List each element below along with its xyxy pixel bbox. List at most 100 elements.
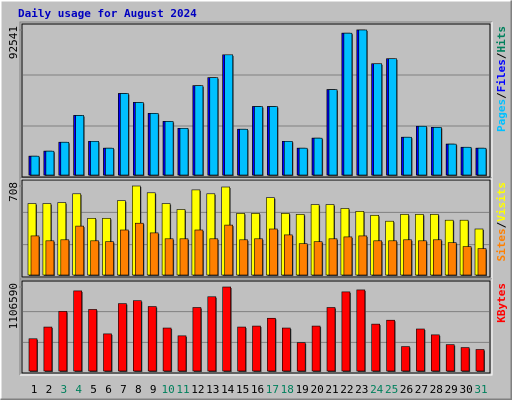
bar	[328, 89, 338, 176]
bar	[60, 239, 70, 276]
bar	[88, 309, 97, 372]
bar	[75, 115, 84, 176]
bar	[403, 136, 412, 176]
bar	[283, 141, 293, 176]
bar	[298, 243, 308, 276]
bar	[147, 306, 157, 372]
bar	[447, 242, 457, 276]
bar	[373, 63, 383, 176]
bar	[179, 128, 189, 176]
x-tick-label: 9	[150, 383, 157, 396]
bar	[105, 241, 114, 276]
bar	[445, 344, 455, 372]
bar	[341, 291, 351, 372]
legend-entry: Files	[495, 59, 508, 92]
bar	[283, 234, 293, 276]
bar	[371, 323, 381, 372]
x-tick-label: 18	[281, 383, 294, 396]
bar	[475, 349, 485, 372]
x-tick-label: 20	[310, 383, 323, 396]
x-tick-label: 26	[400, 383, 413, 396]
bar	[373, 240, 383, 276]
bar	[224, 224, 233, 276]
bar	[430, 334, 440, 372]
legend-entry: Pages	[495, 99, 508, 132]
bar	[267, 317, 276, 372]
x-tick-label: 31	[474, 383, 487, 396]
bar	[105, 147, 114, 176]
bar	[194, 229, 204, 276]
bar	[388, 58, 397, 176]
bar	[281, 327, 291, 372]
legend-separator: /	[495, 52, 508, 59]
bar	[254, 238, 263, 276]
legend: Pages/Files/Hits	[495, 26, 508, 132]
bar	[222, 286, 231, 372]
x-tick-label: 21	[325, 383, 338, 396]
bar	[162, 327, 172, 372]
bar	[120, 229, 129, 276]
x-tick-label: 7	[120, 383, 127, 396]
bar	[416, 328, 425, 372]
bar	[149, 113, 159, 176]
x-tick-label: 15	[236, 383, 249, 396]
bar	[477, 147, 487, 176]
bar	[386, 319, 395, 372]
bar	[447, 143, 457, 176]
x-tick-label: 1	[31, 383, 38, 396]
panel-bevel	[19, 177, 492, 279]
bar	[133, 300, 142, 372]
bar	[401, 346, 410, 372]
legend: KBytes	[495, 283, 508, 323]
x-tick-label: 27	[415, 383, 428, 396]
bar	[58, 311, 68, 372]
bar	[237, 326, 246, 372]
bar	[164, 238, 174, 276]
bar	[298, 147, 308, 176]
x-tick-label: 25	[385, 383, 398, 396]
panel-bevel	[20, 279, 493, 376]
x-tick-label: 19	[296, 383, 309, 396]
bar	[403, 239, 412, 276]
x-tick-label: 23	[355, 383, 368, 396]
x-tick-label: 4	[75, 383, 82, 396]
bar	[328, 238, 338, 276]
bar	[43, 326, 53, 372]
x-tick-label: 5	[90, 383, 97, 396]
bar	[343, 236, 353, 276]
panel-bevel	[19, 21, 492, 179]
bar	[418, 125, 427, 176]
bar	[269, 228, 278, 276]
x-tick-label: 28	[430, 383, 443, 396]
y-tick-label: 708	[7, 182, 20, 202]
legend-separator: /	[495, 92, 508, 99]
bar	[194, 85, 204, 176]
bar	[296, 342, 306, 372]
bar	[179, 238, 189, 276]
bar	[313, 241, 323, 276]
bar	[120, 93, 129, 176]
bar	[462, 246, 472, 276]
x-tick-label: 30	[459, 383, 472, 396]
bar	[177, 335, 187, 372]
x-tick-label: 29	[445, 383, 458, 396]
x-tick-label: 12	[191, 383, 204, 396]
bar	[239, 239, 248, 276]
bar	[164, 121, 174, 176]
bar	[90, 141, 99, 176]
y-tick-label: 92541	[7, 26, 20, 59]
bar	[45, 150, 55, 176]
x-tick-label: 16	[251, 383, 264, 396]
x-tick-label: 10	[161, 383, 174, 396]
bar	[90, 240, 99, 276]
bar	[313, 137, 323, 176]
bar	[311, 325, 321, 372]
legend-entry: Hits	[495, 26, 508, 53]
bar	[209, 238, 219, 276]
bar	[75, 225, 84, 276]
bar	[477, 248, 487, 276]
bar	[209, 77, 219, 176]
bar	[118, 303, 127, 372]
